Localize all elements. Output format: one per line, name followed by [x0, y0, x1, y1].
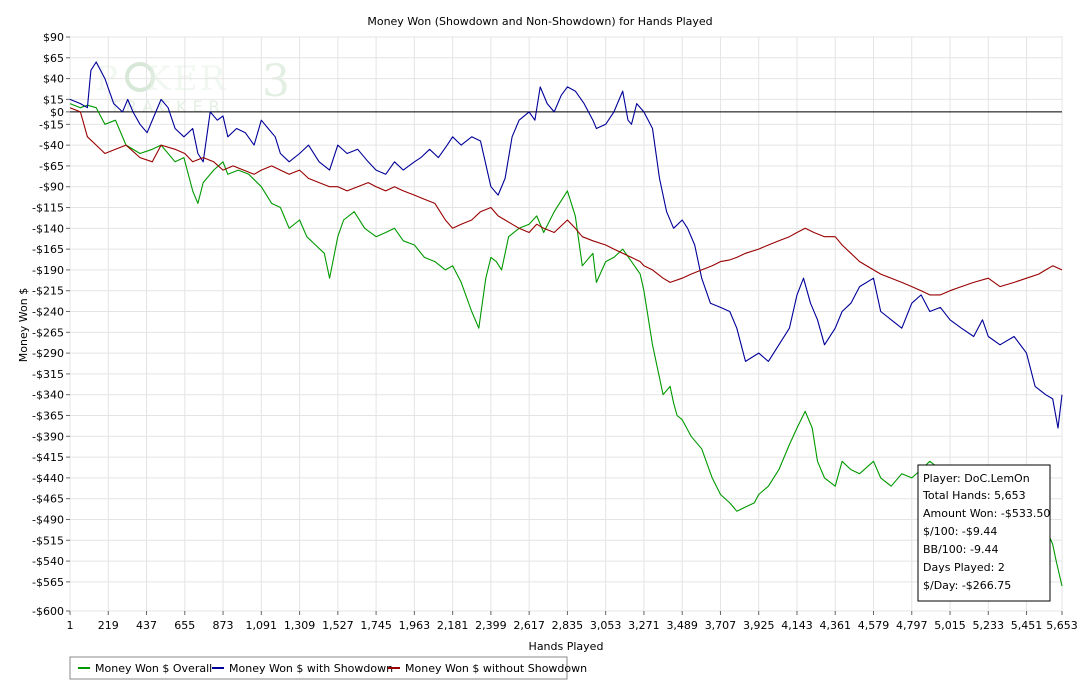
y-tick-label: -$190	[32, 264, 64, 277]
y-tick-label: -$115	[32, 202, 64, 215]
x-tick-label: 2,181	[437, 619, 469, 632]
x-tick-label: 1,527	[322, 619, 354, 632]
watermark-subtext: TRACKER	[109, 97, 226, 116]
y-tick-label: -$290	[32, 347, 64, 360]
x-tick-label: 2,617	[513, 619, 545, 632]
grid-lines	[69, 36, 1063, 612]
y-tick-label: -$365	[32, 410, 64, 423]
x-tick-label: 1,309	[284, 619, 316, 632]
x-tick-label: 5,451	[1011, 619, 1043, 632]
y-axis: $90 $65 $40 $15$0-$15 -$40 -$65 -$90 -$115 -$140…	[32, 31, 70, 618]
y-tick-label: -$215	[32, 285, 64, 298]
y-tick-label: $0	[50, 106, 64, 119]
info-box-frame	[917, 464, 1051, 602]
y-tick-label: -$340	[32, 389, 64, 402]
legend-label-1: Money Won $ with Showdown	[229, 662, 393, 675]
x-tick-label: 219	[98, 619, 119, 632]
x-tick-label: 2,835	[552, 619, 584, 632]
y-tick-label: -$40	[39, 139, 64, 152]
x-tick-label: 655	[174, 619, 195, 632]
info-amount-won: Amount Won: -$533.50	[923, 507, 1050, 520]
x-tick-label: 3,925	[743, 619, 775, 632]
poker-tracker-watermark: P KER 3 TRACKER	[95, 56, 290, 116]
x-tick-label: 5,233	[973, 619, 1005, 632]
y-tick-label: -$415	[32, 451, 64, 464]
x-tick-label: 3,707	[705, 619, 737, 632]
watermark-chip-icon	[125, 62, 155, 92]
x-tick-label: 3,271	[628, 619, 660, 632]
info-per-100: $/100: -$9.44	[923, 525, 997, 538]
y-tick-label: -$390	[32, 430, 64, 443]
y-tick-label: $65	[43, 52, 64, 65]
series-line-2	[69, 107, 1063, 296]
y-axis-label: Money Won $	[17, 288, 30, 362]
info-days-played: Days Played: 2	[923, 561, 1005, 574]
info-bb-per-100: BB/100: -9.44	[923, 543, 998, 556]
legend-label-2: Money Won $ without Showdown	[405, 662, 587, 675]
series-line-1	[69, 61, 1063, 429]
x-tick-label: 5,015	[934, 619, 966, 632]
stats-info-box: Player: DoC.LemOn Total Hands: 5,653 Amo…	[917, 464, 1051, 602]
y-tick-label: $90	[43, 31, 64, 44]
y-tick-label: -$440	[32, 472, 64, 485]
y-tick-label: -$600	[32, 605, 64, 618]
info-per-day: $/Day: -$266.75	[923, 579, 1011, 592]
x-tick-label: 1	[67, 619, 74, 632]
watermark-3: 3	[262, 56, 290, 107]
y-tick-label: -$465	[32, 493, 64, 506]
legend: Money Won $ Overall Money Won $ with Show…	[69, 656, 587, 680]
info-player: Player: DoC.LemOn	[923, 472, 1030, 485]
chart-title: Money Won (Showdown and Non-Showdown) fo…	[367, 15, 712, 28]
y-tick-label: -$90	[39, 181, 64, 194]
y-tick-label: -$240	[32, 306, 64, 319]
y-tick-label: -$540	[32, 555, 64, 568]
y-tick-label: -$265	[32, 326, 64, 339]
x-axis-label: Hands Played	[529, 640, 604, 653]
x-tick-label: 1,091	[246, 619, 278, 632]
y-tick-label: -$165	[32, 243, 64, 256]
x-tick-label: 4,361	[819, 619, 851, 632]
x-tick-label: 3,489	[666, 619, 698, 632]
x-tick-label: 2,399	[475, 619, 507, 632]
x-tick-label: 873	[213, 619, 234, 632]
y-tick-label: -$515	[32, 534, 64, 547]
y-tick-label: -$140	[32, 222, 64, 235]
x-axis: 1 219 437 655 873 1,091 1,309 1,527 1,745 1,963 2,…	[67, 611, 1078, 632]
y-tick-label: -$490	[32, 513, 64, 526]
x-tick-label: 5,653	[1046, 619, 1078, 632]
series-line-0	[69, 103, 1063, 587]
x-tick-label: 437	[136, 619, 157, 632]
x-tick-label: 4,143	[781, 619, 813, 632]
series-lines	[69, 61, 1063, 587]
legend-box	[69, 656, 568, 680]
legend-label-0: Money Won $ Overall	[95, 662, 212, 675]
y-tick-label: -$65	[39, 160, 64, 173]
y-tick-label: -$565	[32, 576, 64, 589]
x-tick-label: 1,963	[399, 619, 431, 632]
plot-area	[69, 36, 1063, 612]
x-tick-label: 3,053	[590, 619, 622, 632]
x-tick-label: 1,745	[360, 619, 392, 632]
info-total-hands: Total Hands: 5,653	[922, 489, 1026, 502]
y-tick-label: $15	[43, 93, 64, 106]
y-tick-label: -$15	[39, 118, 64, 131]
x-tick-label: 4,797	[896, 619, 928, 632]
x-tick-label: 4,579	[858, 619, 890, 632]
y-tick-label: -$315	[32, 368, 64, 381]
y-tick-label: $40	[43, 73, 64, 86]
